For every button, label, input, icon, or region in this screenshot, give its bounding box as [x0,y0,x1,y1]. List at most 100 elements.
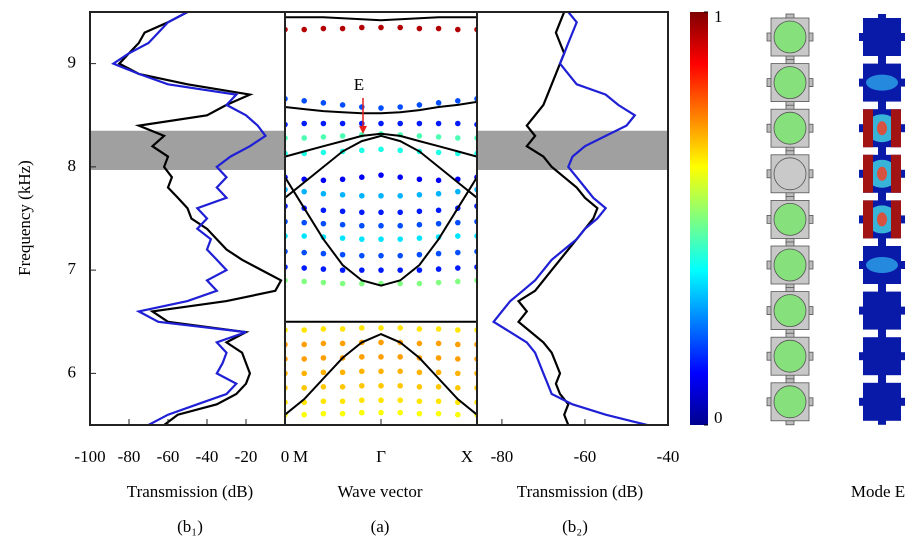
mode-dot [455,249,461,256]
mode-dot [455,278,461,285]
mode-dot [378,192,384,199]
panel: -80 -60 -40 [476,11,679,466]
mode-dot [320,177,327,184]
mode-edge [891,109,901,148]
mode-dot [455,233,461,239]
mode-dot [301,97,308,104]
x-tick-label: -40 [196,447,219,466]
band-gap [90,130,285,170]
plot-area [477,12,668,425]
x-axis-label: Transmission (dB) [127,482,253,501]
mode-dot [301,411,308,418]
band-curve [285,100,477,115]
mode-dot [435,410,442,417]
mode-dot [455,327,461,333]
x-tick-label: -20 [235,447,258,466]
y-axis-label: Frequency (kHz) [15,160,34,276]
panel: M Γ X E [284,11,478,466]
annotation-arrowhead [359,125,367,134]
mode-dot [378,252,384,259]
mode-dot [397,236,404,242]
mode-dot [320,149,327,156]
mode-dot [359,104,365,110]
mode-dot [416,340,423,347]
mode-dot [301,341,308,348]
mode-dot [455,135,461,141]
mode-dot [435,120,442,127]
mode-dot [455,219,461,226]
mode-dot [378,382,384,389]
mode-dot [320,340,327,347]
mode-dot [435,326,442,332]
mode-dot [378,325,384,331]
transmission-line [491,12,648,425]
mode-dot [320,25,327,32]
mode-dot [435,190,442,197]
x-tick-label: -80 [118,447,141,466]
mode-dot [397,209,404,216]
transmission-line [111,12,268,425]
mode-dot [339,120,346,127]
mode-dot [339,176,346,183]
cell-scatterer [773,294,807,328]
mode-dot [339,326,346,332]
mode-dot [378,172,384,178]
mode-dot [435,177,442,184]
mode-dot [301,356,308,362]
mode-dot [359,325,365,331]
mode-dot [320,326,327,332]
x-tick-label: -100 [74,447,105,466]
mode-dot [320,220,327,227]
mode-dot [378,354,384,360]
mode-dot [320,266,327,272]
panel-label: (b₂) [562,517,588,536]
mode-dot [320,279,327,286]
x-tick-label: -60 [157,447,180,466]
mode-dot [320,120,327,127]
mode-dot [301,265,308,271]
mode-dot [301,385,308,391]
mode-dot [435,149,442,156]
mode-dot [378,267,384,273]
plot-area [285,16,477,418]
mode-edge [891,154,901,193]
mode-dot [416,102,423,108]
mode-dot [416,191,423,198]
mode-dot [339,251,346,258]
mode-dot [320,250,327,257]
mode-dot [339,410,346,417]
mode-dot [359,222,365,229]
mode-dot [359,120,365,127]
y-tick-label: 6 [68,362,77,381]
panel-label: (b₁) [177,517,203,536]
mode-dot [435,100,442,106]
y-tick-label: 7 [68,259,77,278]
mode-dot [435,207,442,214]
mode-hotspot [866,74,898,91]
mode-dot [301,370,308,377]
panel-label: (a) [371,517,390,536]
mode-dot [301,327,308,333]
mode-dot [339,133,346,139]
mode-dot [301,188,308,195]
mode-dot [301,120,308,127]
mode-dot [397,120,404,127]
mode-dot [416,235,423,241]
mode-dot [416,398,423,405]
mode-dot [378,120,384,127]
mode-dot [320,369,327,376]
mode-dot [416,221,423,228]
mode-core [877,166,887,181]
x-tick-label: M [293,447,308,466]
mode-dot [397,382,404,389]
mode-dot [359,192,365,199]
mode-dot [397,174,404,180]
y-tick-label: 8 [68,156,77,175]
transmission-line [516,12,599,425]
mode-field [863,382,901,421]
cell-scatterer [773,111,807,145]
y-tick-label: 9 [68,53,77,72]
x-tick-label: Γ [376,447,386,466]
